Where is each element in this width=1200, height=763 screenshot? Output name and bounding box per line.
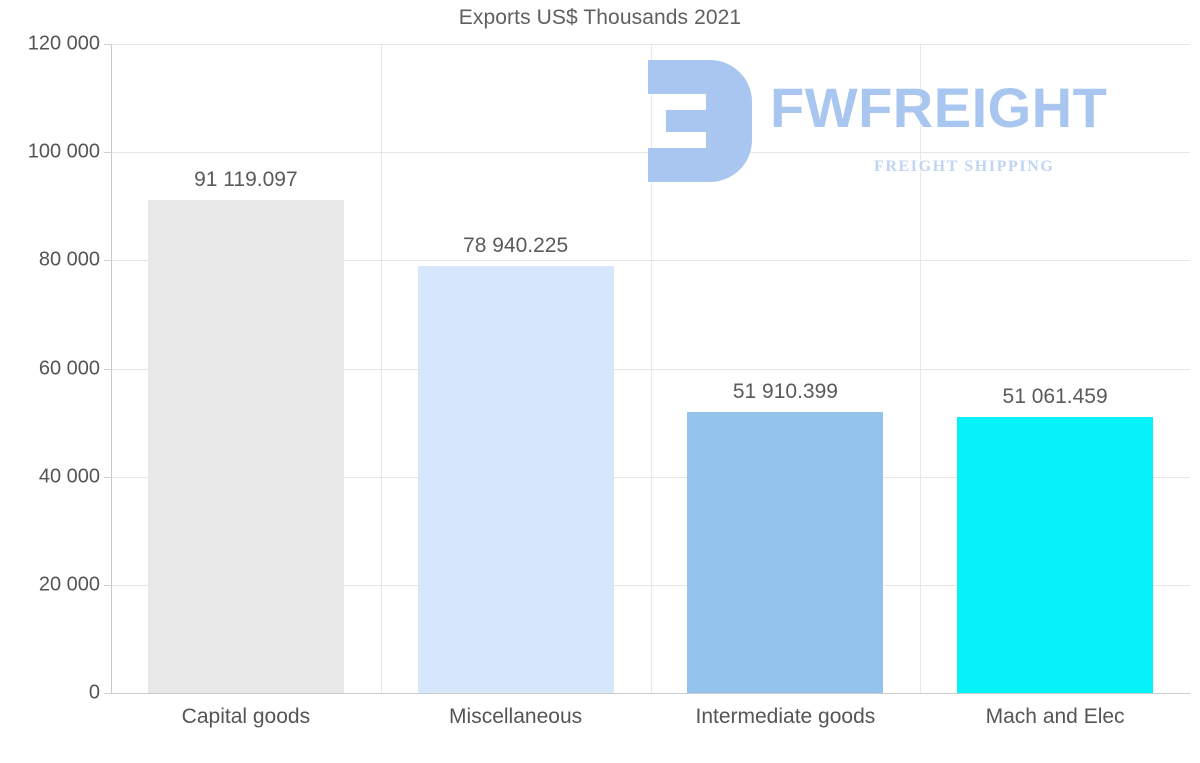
y-axis-tick-mark — [104, 584, 112, 586]
y-axis-tick-mark — [104, 260, 112, 262]
y-axis-tick-label: 120 000 — [27, 32, 100, 55]
x-axis-category-label: Mach and Elec — [985, 705, 1125, 728]
bar[interactable] — [687, 412, 884, 693]
x-axis-category-label: Miscellaneous — [449, 705, 583, 728]
y-axis-tick-label: 60 000 — [38, 357, 100, 379]
x-axis-category-label: Intermediate goods — [695, 705, 876, 728]
y-axis-tick-label: 20 000 — [38, 573, 100, 596]
bars-container — [111, 44, 1190, 693]
gridline-vertical — [380, 44, 382, 693]
x-axis-line — [111, 693, 1190, 694]
y-axis-tick-labels: 0 20 000 40 000 60 000 80 000 100 000 120 000 — [0, 0, 100, 763]
y-axis-tick-label: 80 000 — [38, 248, 100, 271]
bar-value-label: 91 119.097 — [194, 168, 298, 192]
y-axis-tick-mark — [104, 693, 112, 694]
y-axis-tick-mark — [104, 44, 112, 45]
bar-value-label: 78 940.225 — [463, 234, 569, 258]
bar[interactable] — [147, 200, 344, 693]
y-axis-tick-mark — [104, 368, 112, 370]
gridline-vertical — [920, 44, 922, 693]
y-axis-tick-label: 100 000 — [27, 140, 100, 163]
chart-title: Exports US$ Thousands 2021 — [458, 6, 742, 29]
y-axis-tick-mark — [104, 476, 112, 478]
bar-value-label: 51 910.399 — [732, 380, 838, 404]
y-axis-tick-label: 40 000 — [38, 465, 100, 488]
bar-value-label: 51 061.459 — [1002, 384, 1108, 408]
bar[interactable] — [957, 416, 1154, 693]
x-axis-category-label: Capital goods — [181, 705, 311, 728]
gridline-vertical — [650, 44, 652, 693]
y-axis-tick-mark — [104, 152, 112, 154]
y-axis-tick-label: 0 — [88, 681, 100, 704]
bar[interactable] — [417, 266, 614, 693]
